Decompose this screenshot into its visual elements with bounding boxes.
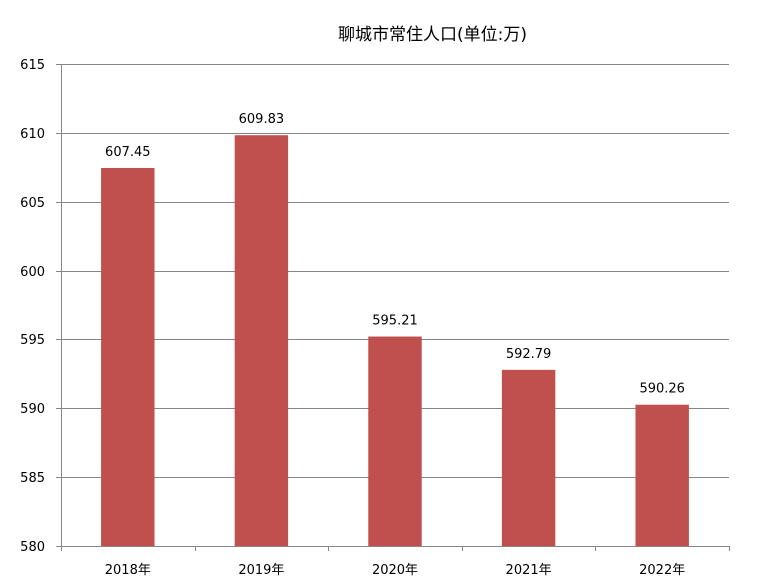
x-tick-label: 2022年 <box>639 563 685 578</box>
bar <box>368 336 422 546</box>
x-tick-label: 2020年 <box>372 563 418 578</box>
x-tick-label: 2021年 <box>506 563 552 578</box>
bar <box>234 135 289 546</box>
x-tick-label: 2019年 <box>238 563 284 578</box>
data-label: 592.79 <box>506 347 552 362</box>
data-label: 595.21 <box>372 314 418 329</box>
y-tick-label: 605 <box>20 196 45 211</box>
y-tick-label: 595 <box>20 333 45 348</box>
x-tick-label: 2018年 <box>105 563 151 578</box>
y-tick-label: 585 <box>20 471 45 486</box>
bar <box>101 167 155 546</box>
labels: 580 585 590 595 600 605 610 615 607.45 2018年 609.8… <box>20 58 685 578</box>
y-tick-label: 590 <box>20 402 45 417</box>
bar <box>635 404 689 546</box>
data-label: 607.45 <box>105 145 151 160</box>
y-tick-label: 600 <box>20 265 45 280</box>
y-tick-label: 580 <box>20 540 45 555</box>
y-tick-label: 615 <box>20 58 45 73</box>
bar <box>501 369 556 546</box>
data-label: 609.83 <box>239 112 285 127</box>
bars <box>101 135 689 546</box>
chart-title: 聊城市常住人口(单位:万) <box>338 25 527 45</box>
axes <box>56 64 730 551</box>
y-tick-label: 610 <box>20 127 45 142</box>
data-label: 590.26 <box>639 382 685 397</box>
